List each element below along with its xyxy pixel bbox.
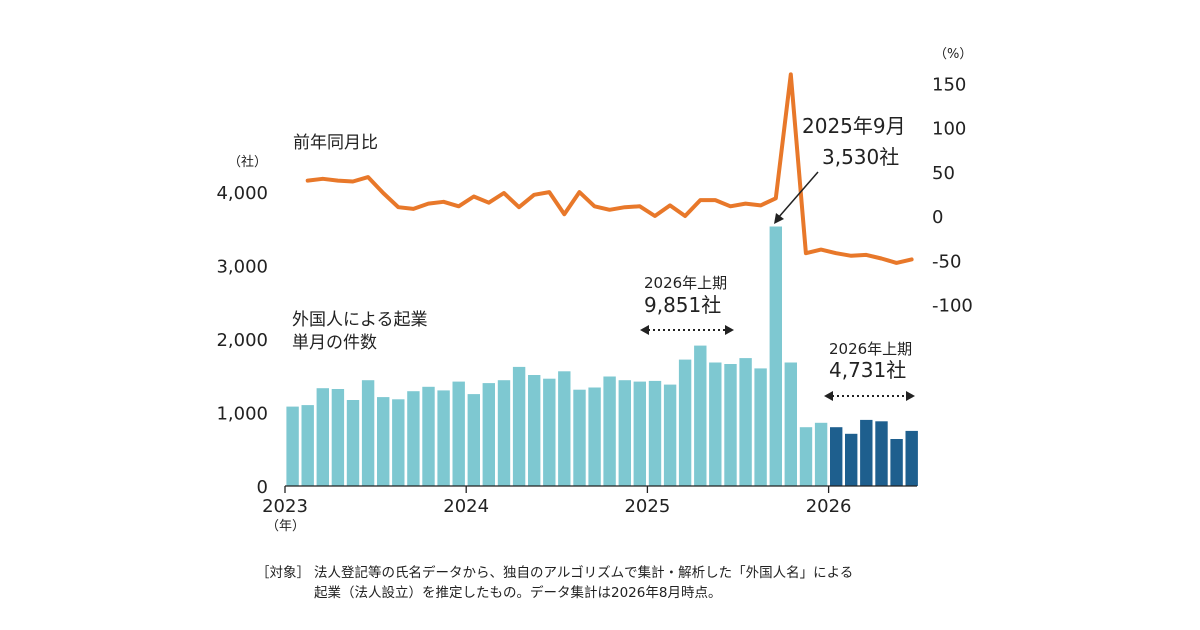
bar-2024-11 [618,380,631,486]
bar-2025-02 [663,384,677,486]
bar-2026-01 [830,427,843,486]
bar-2024-02 [482,383,495,486]
bar-2023-10 [422,386,435,486]
line-series-label: 前年同月比 [293,133,378,153]
bar-2024-10 [603,376,616,486]
x-axis-unit: （年） [266,519,305,534]
year-tick-label: 2024 [443,496,489,517]
bar-2026-02 [845,433,858,486]
left-tick-label: 0 [257,477,268,498]
bar-2024-07 [558,371,571,486]
bar-2024-05 [528,375,541,486]
right-tick-label: 100 [932,119,966,140]
bar-2023-09 [407,391,420,486]
bar-2023-04 [331,389,345,486]
left-tick-label: 2,000 [216,330,268,351]
bar-2024-12 [633,381,646,486]
bar-2023-12 [452,381,465,486]
h1-2026-range-arrow [824,391,915,401]
bar-2024-03 [497,380,511,486]
bar-2025-08 [754,368,767,486]
bar-2023-05 [346,400,360,486]
left-tick-label: 3,000 [216,257,268,278]
right-axis-ticks: 150 100 50 0 -50 -100 [932,74,973,316]
bar-2023-06 [361,380,375,486]
bar-2026-04 [875,421,888,486]
h1-2025-annotation-value: 9,851社 [644,293,721,317]
year-tick-label: 2025 [624,496,670,517]
footnote-line2: 起業（法人設立）を推定したもの。データ集計は2026年8月時点。 [314,585,722,601]
bar-2025-05 [709,362,722,486]
bar-2023-08 [392,399,405,486]
right-tick-label: 0 [932,207,943,228]
footnote-line1: ［対象］ 法人登記等の氏名データから、独自のアルゴリズムで集計・解析した「外国人名… [256,563,956,583]
bar-2025-12 [814,422,828,486]
bar-2024-04 [512,366,526,486]
left-axis-ticks: 0 1,000 2,000 3,000 4,000 [216,183,268,498]
right-tick-label: 50 [932,163,955,184]
right-tick-label: -50 [932,251,961,272]
bar-2024-06 [543,378,556,486]
footnote-text1: 法人登記等の氏名データから、独自のアルゴリズムで集計・解析した「外国人名」による [314,565,854,581]
bar-series-label-line1: 外国人による起業 [292,310,428,330]
left-tick-label: 1,000 [216,404,268,425]
bar-2024-08 [573,389,586,486]
bar-2026-05 [890,439,903,486]
bar-2026-03 [860,419,873,486]
bar-2025-11 [799,427,813,486]
right-tick-label: 150 [932,74,966,95]
bar-series-label-line2: 単月の件数 [292,333,377,353]
footnote: ［対象］ 法人登記等の氏名データから、独自のアルゴリズムで集計・解析した「外国人名… [256,563,956,603]
bar-series [286,226,918,486]
bar-2023-03 [316,388,329,486]
right-tick-label: -100 [932,296,973,317]
h1-2025-annotation-label: 2026年上期 [644,274,727,292]
footnote-tag: ［対象］ [256,565,310,581]
h1-2025-range-arrow [640,325,734,335]
bar-2026-06 [905,430,918,486]
bar-2023-07 [377,397,390,486]
bar-2025-01 [648,380,662,486]
year-tick-label: 2026 [806,496,852,517]
bar-2023-02 [301,405,314,486]
x-axis-ticks: 2023 2024 2025 2026 [262,486,852,517]
bar-2025-09 [769,226,782,486]
left-axis-unit: （社） [228,154,267,170]
h1-2026-annotation-value: 4,731社 [829,358,906,382]
bar-2023-01 [286,406,299,486]
h1-2026-annotation-label: 2026年上期 [829,340,912,358]
peak-annotation-value: 3,530社 [822,145,899,169]
chart: 0 1,000 2,000 3,000 4,000 150 100 50 0 -50 -100 2… [216,47,973,534]
year-tick-label: 2023 [262,496,308,517]
peak-arrow [774,171,819,224]
bar-2025-10 [784,362,797,486]
bar-2025-07 [739,358,752,486]
left-tick-label: 4,000 [216,183,268,204]
right-axis-unit: （%） [934,47,972,62]
bar-2024-09 [588,387,601,486]
bar-2025-03 [678,359,692,486]
bar-2025-06 [724,364,737,486]
bar-2023-11 [437,390,450,486]
bar-2024-01 [467,394,480,486]
bar-2025-04 [694,345,707,486]
peak-annotation-month: 2025年9月 [802,114,906,138]
yoy-line [305,72,914,265]
